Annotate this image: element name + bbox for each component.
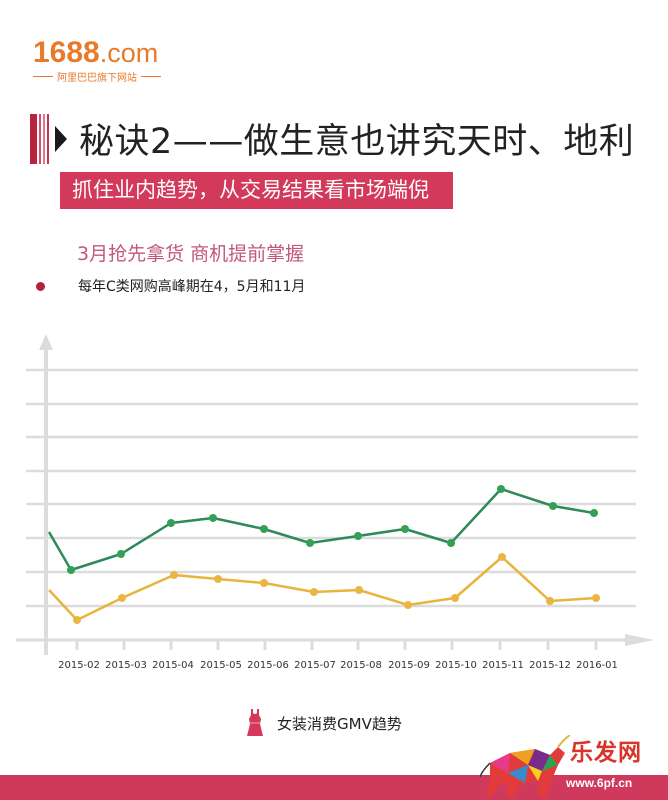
y-axis (39, 334, 53, 655)
x-tick-label: 2015-06 (247, 660, 289, 671)
page-title-row: 秘诀2——做生意也讲究天时、地利 (30, 113, 634, 164)
divider (141, 76, 161, 77)
bull-icon (480, 735, 571, 797)
section-heading: 3月抢先拿货 商机提前掌握 (77, 243, 305, 265)
watermark-name: 乐发网 (570, 739, 642, 766)
x-tick-label: 2015-02 (58, 660, 100, 671)
logo-domain: .com (99, 38, 159, 68)
chart-legend: 女装消费GMV趋势 (245, 708, 402, 738)
x-tick-label: 2015-05 (200, 660, 242, 671)
footer-band (0, 775, 668, 800)
bullet-dot-icon (36, 281, 45, 291)
logo-tagline: 阿里巴巴旗下网站 (57, 73, 137, 84)
series-yellow (48, 553, 600, 624)
series-green (47, 485, 598, 574)
x-tick-label: 2015-08 (340, 660, 382, 671)
title-arrow-icon (55, 125, 67, 152)
x-tick-label: 2015-09 (388, 660, 430, 671)
x-ticks (75, 640, 598, 650)
gridlines (26, 368, 638, 608)
watermark-url[interactable]: www.6pf.cn (566, 776, 633, 790)
x-tick-label: 2015-11 (482, 660, 524, 671)
subtitle-banner: 抓住业内趋势，从交易结果看市场端倪 (60, 172, 453, 209)
x-tick-label: 2015-10 (435, 660, 477, 671)
legend-label: 女装消费GMV趋势 (277, 714, 402, 733)
x-tick-label: 2015-07 (294, 660, 336, 671)
bullet-item: 每年C类网购高峰期在4，5月和11月 (36, 276, 305, 296)
x-tick-label: 2016-01 (576, 660, 618, 671)
bullet-text: 每年C类网购高峰期在4，5月和11月 (78, 279, 306, 295)
dress-icon (247, 709, 263, 736)
logo-tagline-row: 阿里巴巴旗下网站 (33, 69, 173, 84)
page-title: 秘诀2——做生意也讲究天时、地利 (79, 122, 635, 162)
x-tick-label: 2015-12 (529, 660, 571, 671)
logo-brand: 1688 (33, 36, 100, 69)
x-tick-label: 2015-03 (105, 660, 147, 671)
line-chart (16, 334, 654, 655)
divider (33, 76, 53, 77)
brand-logo[interactable]: 1688.com 阿里巴巴旗下网站 (33, 38, 173, 84)
x-tick-label: 2015-04 (152, 660, 194, 671)
title-stripes-icon (30, 113, 52, 164)
x-axis (16, 634, 654, 650)
logo-wordmark: 1688.com (33, 36, 173, 69)
